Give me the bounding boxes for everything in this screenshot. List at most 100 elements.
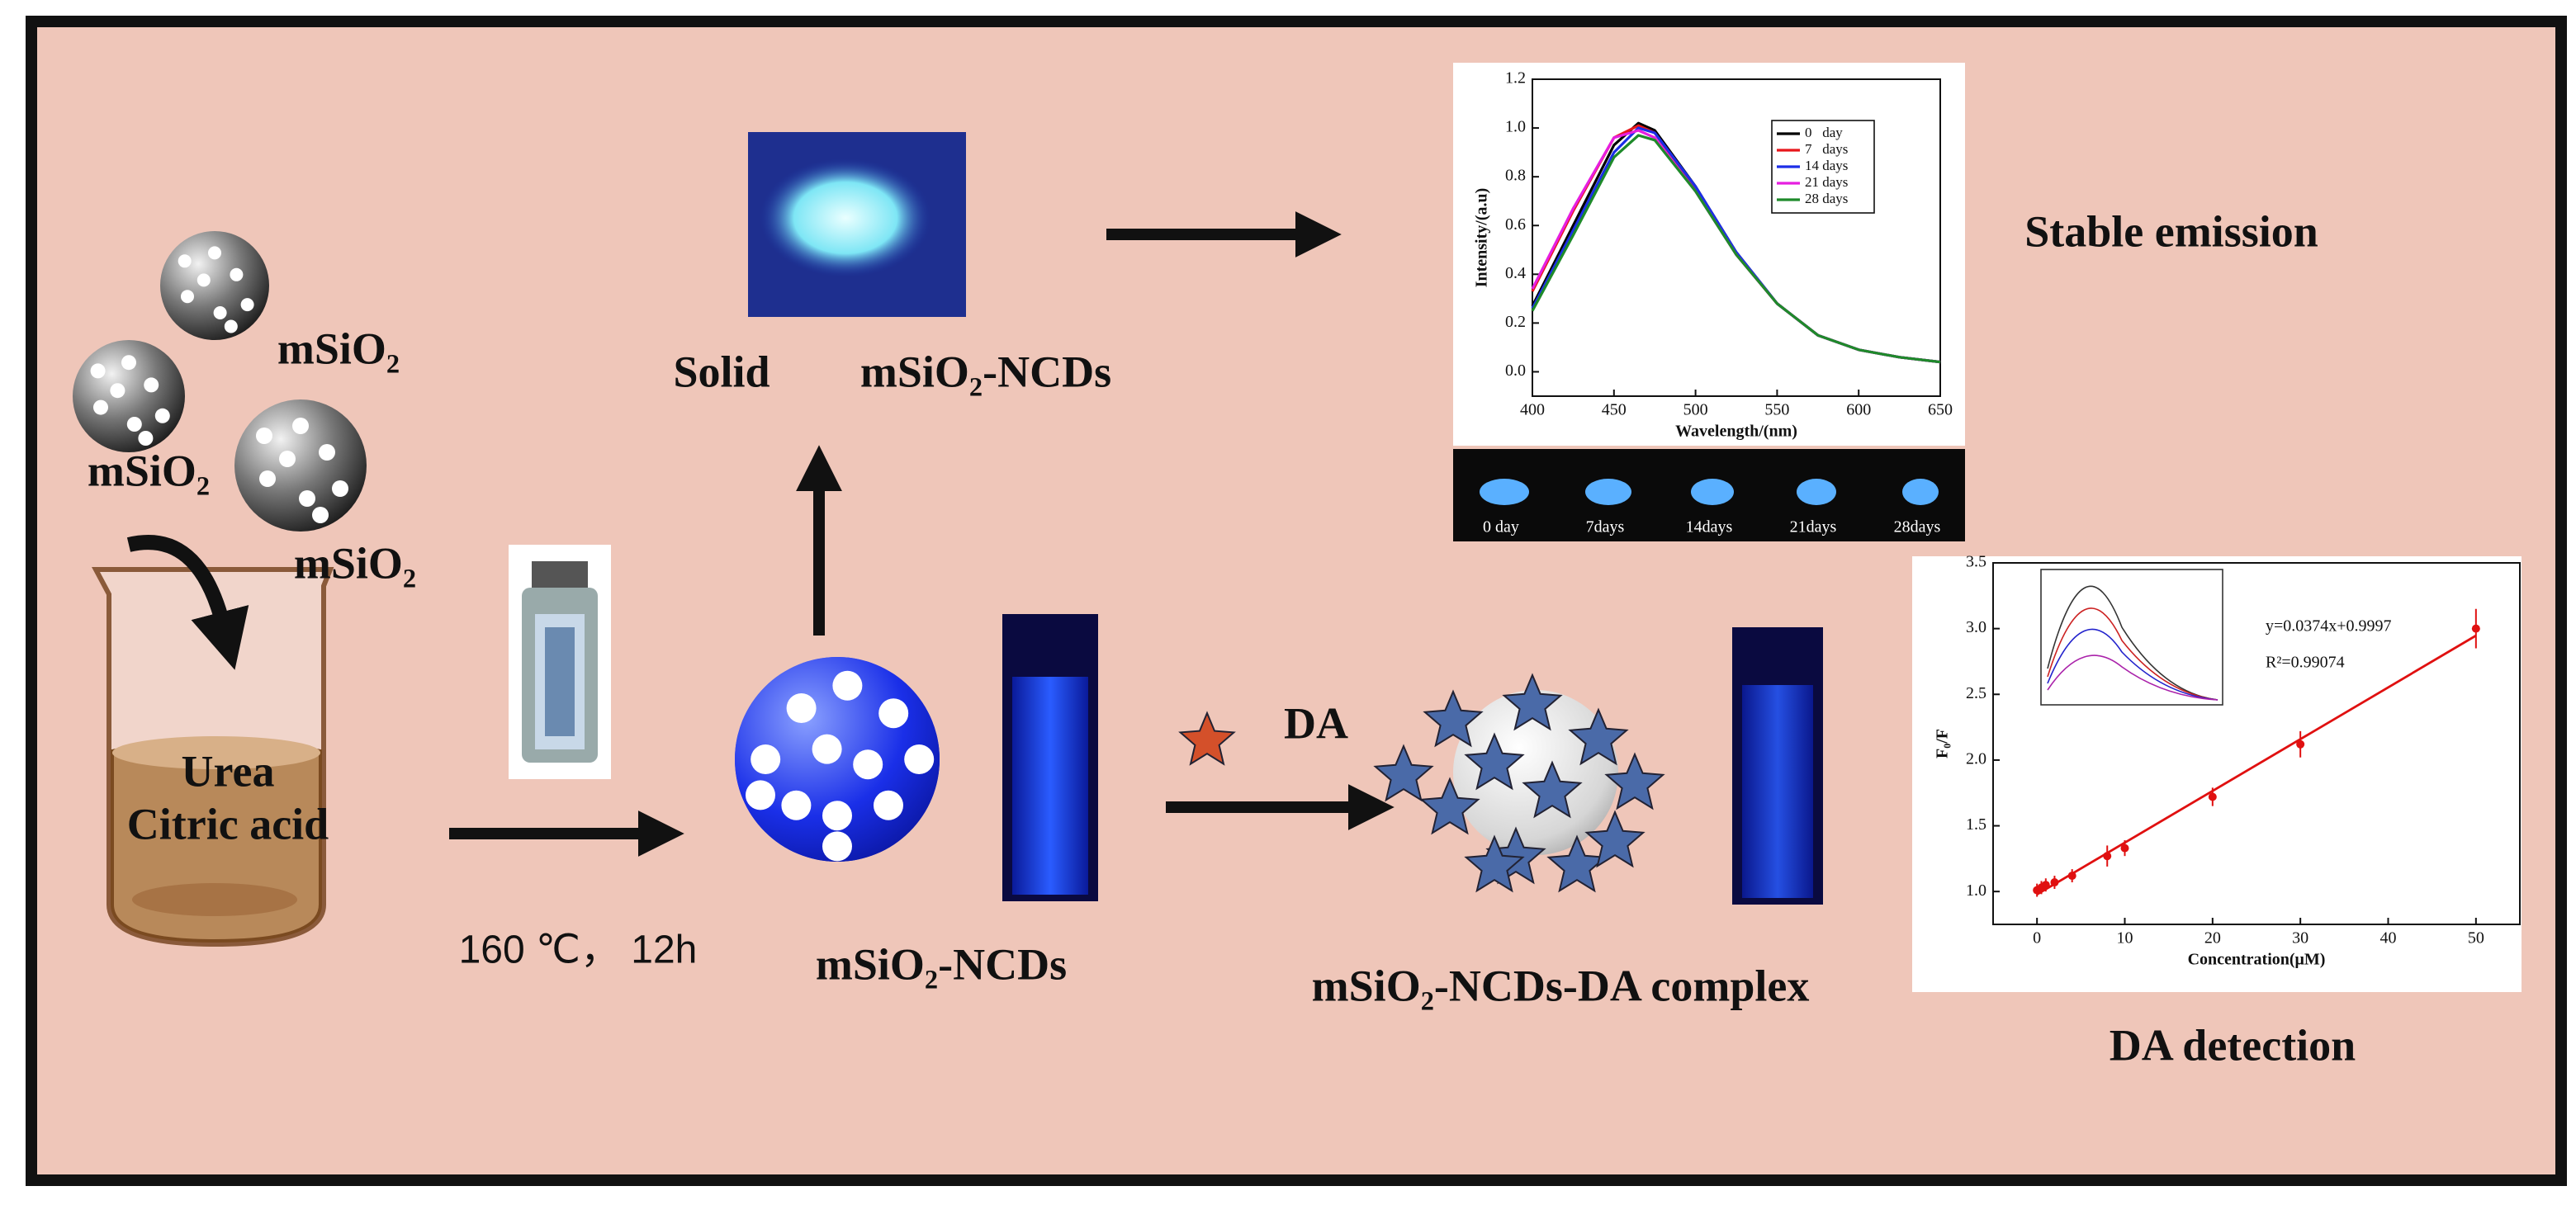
y-tick-label: 1.2 — [1505, 69, 1526, 87]
pore — [90, 363, 106, 379]
star — [1584, 810, 1646, 868]
pore — [832, 670, 863, 701]
x-tick-label: 600 — [1846, 401, 1871, 419]
pour-arrow — [126, 535, 249, 670]
reactant-label: Urea — [182, 746, 275, 796]
x-tick-label: 40 — [2380, 929, 2397, 947]
pore — [781, 790, 812, 820]
photo-label: 0 day — [1483, 518, 1519, 536]
photo-label: 14days — [1686, 518, 1733, 536]
annotation: R²=0.99074 — [2266, 654, 2345, 672]
autoclave — [509, 545, 611, 779]
pore — [904, 744, 935, 774]
star — [1373, 744, 1434, 802]
star — [1604, 752, 1665, 810]
pore — [181, 290, 194, 304]
y-tick-label: 0.6 — [1505, 215, 1526, 234]
heading: Stable emission — [2024, 206, 2318, 256]
legend-label: 0 day — [1805, 125, 1843, 140]
pore — [178, 254, 192, 268]
photo-label: 28days — [1894, 518, 1941, 536]
pore — [312, 507, 329, 523]
condition-label: 160 ℃， 12h — [459, 929, 698, 972]
powder-blob — [1691, 479, 1734, 505]
pore — [299, 490, 315, 507]
data-point — [2208, 792, 2217, 801]
x-axis-label: Wavelength/(nm) — [1675, 423, 1797, 441]
series-line — [1531, 134, 1941, 364]
y-tick-label: 0.8 — [1505, 167, 1526, 185]
star — [1178, 711, 1236, 766]
pore — [822, 831, 852, 862]
product-label: mSiO₂-NCDs — [860, 347, 1111, 396]
reactant-label: Citric acid — [127, 799, 329, 848]
star — [1464, 834, 1525, 893]
solid-powder — [760, 158, 931, 277]
data-point — [2296, 740, 2305, 749]
complex-label: mSiO₂-NCDs-DA complex — [1312, 961, 1810, 1010]
y-tick-label: 1.0 — [1505, 118, 1526, 136]
photo-label: 21days — [1790, 518, 1837, 536]
powder-blob — [1480, 479, 1529, 505]
star — [1502, 673, 1563, 731]
pore — [126, 417, 142, 432]
y-tick-label: 2.5 — [1966, 684, 1986, 702]
pore — [279, 451, 296, 467]
pore — [121, 355, 136, 371]
beaker — [92, 567, 334, 947]
legend-label: 21 days — [1805, 174, 1848, 190]
y-tick-label: 2.0 — [1966, 750, 1986, 768]
spectrum-panel — [1453, 63, 1965, 446]
powder-blob — [1797, 479, 1836, 505]
x-tick-label: 0 — [2033, 929, 2041, 947]
pore — [230, 267, 244, 281]
star — [1423, 689, 1484, 748]
data-point — [2041, 881, 2050, 890]
x-tick-label: 20 — [2204, 929, 2221, 947]
star — [1522, 760, 1583, 819]
pore — [240, 298, 254, 312]
star — [1568, 707, 1629, 766]
data-point — [2103, 852, 2112, 861]
y-tick-label: 0.0 — [1505, 362, 1526, 380]
pore — [213, 306, 227, 319]
inset-chart — [2040, 569, 2223, 706]
cuvette — [1732, 627, 1823, 905]
y-tick-label: 0.2 — [1505, 313, 1526, 331]
plot-frame — [1992, 562, 2521, 925]
pore — [853, 749, 883, 780]
x-tick-label: 50 — [2468, 929, 2484, 947]
pore — [874, 790, 903, 820]
msio2-label: mSiO₂ — [277, 324, 400, 373]
legend-label: 7 days — [1805, 141, 1848, 157]
pore — [197, 273, 211, 287]
plot-frame — [1532, 78, 1941, 397]
pore — [751, 744, 781, 774]
y-axis-label: F₀/F — [1934, 729, 1952, 758]
x-tick-label: 30 — [2292, 929, 2308, 947]
pore — [878, 698, 909, 729]
legend-label: 28 days — [1805, 191, 1848, 206]
pore — [786, 693, 817, 723]
solid-label: Solid — [673, 347, 769, 396]
y-tick-label: 0.4 — [1505, 264, 1526, 282]
pore — [208, 246, 221, 260]
star — [1546, 834, 1608, 893]
pore — [259, 470, 276, 487]
data-point — [2120, 844, 2129, 853]
pore — [110, 383, 125, 399]
powder-blob — [1585, 479, 1631, 505]
msio2-label: mSiO₂ — [294, 538, 416, 588]
pore — [138, 431, 154, 446]
x-axis-label: Concentration(μM) — [2188, 951, 2326, 969]
data-point — [2471, 624, 2480, 633]
pore — [319, 444, 335, 461]
cuvette — [1002, 614, 1098, 901]
x-tick-label: 550 — [1764, 401, 1789, 419]
pore — [332, 480, 348, 497]
photo-label: 7days — [1586, 518, 1625, 536]
y-tick-label: 3.0 — [1966, 618, 1986, 636]
y-tick-label: 3.5 — [1966, 553, 1986, 571]
legend-label: 14 days — [1805, 158, 1848, 173]
